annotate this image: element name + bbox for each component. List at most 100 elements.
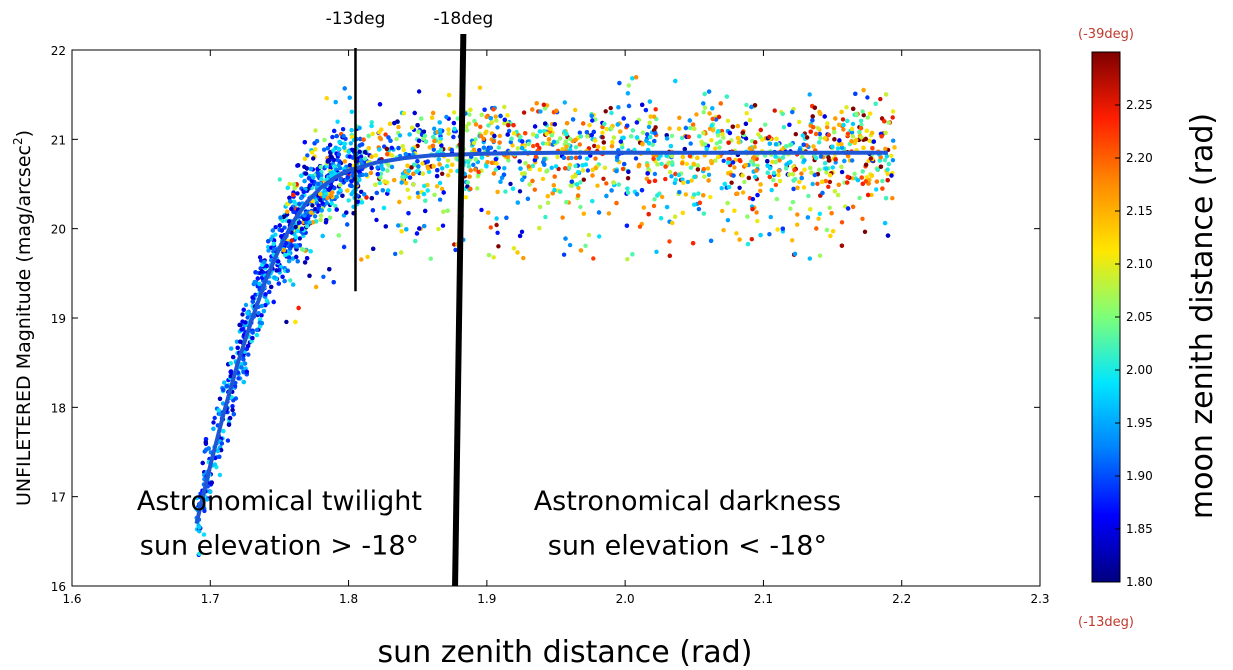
y-axis-title-close: ) (13, 130, 35, 137)
scatter-point (810, 114, 815, 119)
scatter-point (690, 122, 696, 127)
scatter-point (209, 480, 214, 485)
scatter-point (484, 129, 489, 134)
scatter-point (468, 186, 473, 192)
scatter-point (250, 330, 255, 335)
scatter-point (331, 280, 336, 285)
scatter-point (702, 91, 707, 97)
scatter-point (868, 156, 874, 161)
scatter-point (515, 250, 520, 255)
scatter-point (241, 307, 246, 312)
scatter-point (837, 138, 842, 143)
scatter-point (327, 142, 333, 148)
scatter-point (320, 233, 325, 239)
scatter-point (302, 140, 307, 145)
scatter-point (807, 92, 812, 97)
scatter-point (464, 128, 470, 133)
scatter-point (215, 448, 221, 454)
scatter-point (537, 167, 542, 172)
scatter-point (219, 441, 224, 446)
scatter-point (416, 164, 421, 169)
scatter-point (726, 140, 731, 145)
scatter-point (369, 123, 374, 129)
scatter-point (620, 166, 626, 172)
scatter-point (714, 141, 719, 146)
scatter-point (845, 118, 850, 124)
scatter-point (801, 185, 807, 190)
scatter-point (269, 284, 274, 290)
scatter-point (573, 155, 579, 160)
scatter-point (518, 134, 523, 140)
scatter-point (359, 189, 364, 194)
scatter-point (436, 226, 441, 232)
scatter-point (857, 129, 862, 135)
scatter-point (288, 199, 293, 204)
scatter-point (869, 173, 874, 178)
scatter-point (673, 78, 678, 84)
scatter-point (792, 167, 797, 173)
scatter-point (578, 248, 584, 253)
scatter-point (533, 154, 539, 159)
scatter-point (664, 204, 670, 210)
scatter-point (835, 146, 841, 151)
scatter-point (596, 210, 602, 215)
y-tick-label: 19 (51, 312, 66, 326)
vline-18deg (452, 33, 467, 587)
scatter-point (800, 155, 805, 160)
scatter-point (650, 142, 655, 147)
scatter-point (344, 210, 349, 215)
scatter-point (253, 292, 258, 297)
scatter-point (325, 159, 330, 164)
scatter-point (854, 111, 859, 117)
scatter-point (479, 207, 484, 213)
scatter-point (412, 110, 417, 116)
scatter-point (832, 129, 837, 135)
scatter-point (310, 220, 316, 225)
scatter-point (327, 207, 332, 213)
scatter-point (645, 132, 650, 137)
scatter-point (355, 199, 361, 204)
scatter-point (303, 171, 309, 176)
scatter-point (716, 154, 721, 160)
scatter-point (740, 190, 746, 195)
scatter-point (610, 140, 615, 145)
scatter-point (583, 162, 589, 167)
scatter-point (861, 87, 866, 93)
scatter-point (285, 268, 290, 273)
scatter-point (486, 252, 492, 258)
scatter-point (510, 143, 515, 148)
scatter-point (467, 112, 472, 117)
scatter-point (476, 169, 481, 175)
scatter-point (329, 201, 334, 206)
scatter-point (301, 216, 307, 221)
scatter-point (537, 129, 543, 134)
scatter-point (309, 178, 315, 184)
scatter-point (422, 183, 427, 189)
scatter-point (221, 387, 226, 393)
y-tick-label: 22 (51, 44, 66, 58)
scatter-point (889, 153, 894, 158)
scatter-point (406, 211, 411, 216)
scatter-point (592, 143, 597, 149)
scatter-point (299, 173, 304, 178)
scatter-point (319, 208, 324, 213)
scatter-point (526, 141, 531, 146)
scatter-point (473, 137, 478, 142)
scatter-point (374, 217, 379, 223)
vline-13deg-label: -13deg (326, 9, 386, 29)
scatter-point (726, 157, 731, 162)
scatter-point (261, 308, 267, 314)
scatter-point (801, 142, 806, 147)
scatter-point (709, 158, 714, 164)
scatter-point (810, 118, 815, 123)
scatter-point (708, 194, 713, 200)
scatter-point (422, 223, 427, 229)
scatter-point (271, 241, 276, 247)
scatter-point (414, 231, 420, 236)
scatter-point (244, 369, 249, 374)
scatter-point (380, 188, 385, 193)
scatter-point (491, 138, 496, 144)
scatter-point (890, 196, 895, 201)
scatter-point (577, 130, 582, 135)
scatter-point (495, 125, 500, 130)
